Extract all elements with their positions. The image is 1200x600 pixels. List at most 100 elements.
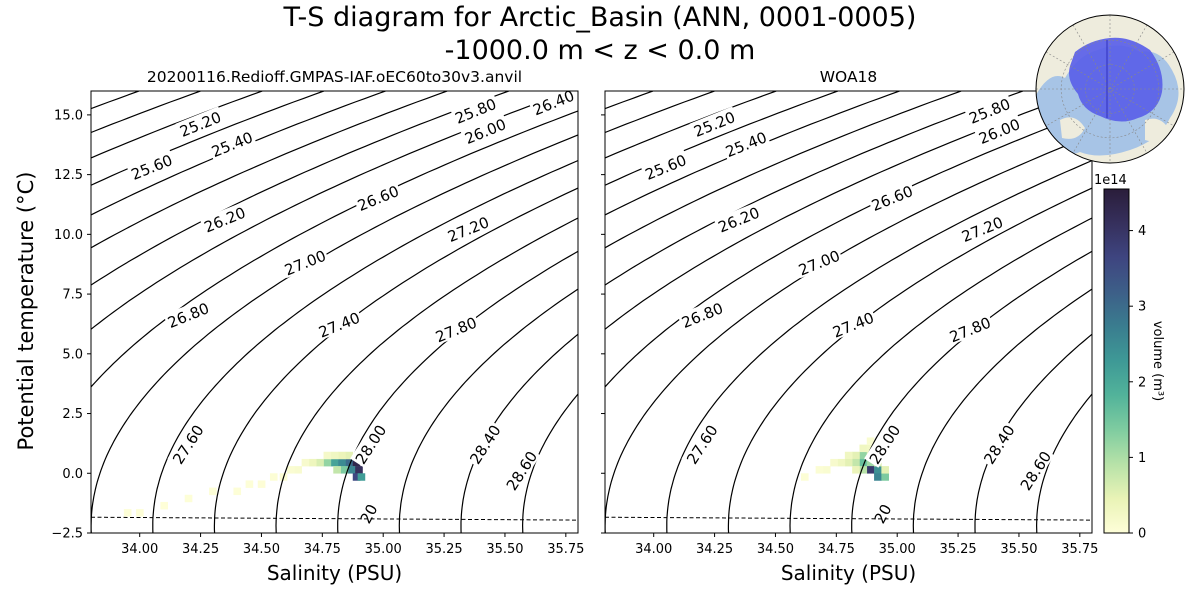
colorbar: 0 1 2 3 4 1e14 volume (m³) — [1094, 173, 1165, 542]
contour-label: 28.40 — [464, 419, 505, 468]
contour-label: 25.20 — [175, 106, 225, 141]
histogram-cell — [859, 466, 868, 474]
density-contour-27.80 — [789, 217, 1092, 533]
contour-label-bg — [713, 202, 763, 236]
density-contour-28.20 — [398, 288, 578, 533]
histogram-cell — [852, 451, 860, 460]
figure-subtitle: -1000.0 m < z < 0.0 m — [445, 35, 756, 66]
contour-label-bg — [640, 149, 690, 183]
ts-panel-right: 2025.2025.4025.6025.8026.0026.2026.6026.… — [601, 68, 1098, 585]
contour-label-bg — [175, 106, 225, 140]
contour-label: 27.40 — [828, 307, 878, 342]
contour-label-bg — [681, 419, 721, 468]
density-contour-27.00 — [605, 110, 1092, 388]
x-tick-label: 35.00 — [879, 542, 916, 557]
histogram-cell — [837, 458, 846, 467]
histogram-cell — [352, 473, 361, 481]
contour-label-text: 27.20 — [959, 213, 1006, 246]
contour-label-bg — [207, 126, 257, 160]
contour-label-bg — [126, 149, 176, 183]
contour-label-bg — [689, 106, 739, 140]
map-body — [1036, 15, 1184, 163]
panel-title: WOA18 — [820, 68, 878, 86]
contour-label-text: 25.20 — [177, 108, 224, 141]
histogram-cell — [340, 466, 349, 474]
y-tick-label: 12.5 — [54, 168, 83, 183]
histogram-cell — [881, 473, 889, 481]
histogram-cell — [822, 466, 831, 474]
x-axis-label: Salinity (PSU) — [781, 561, 916, 585]
siberia-land — [1145, 118, 1168, 142]
contour-label-bg — [314, 307, 364, 341]
contour-label-text: 27.80 — [433, 314, 480, 347]
contour-label-bg — [501, 446, 541, 494]
plot-frame — [90, 90, 579, 534]
histogram-cell — [269, 473, 278, 481]
histogram-cell — [357, 473, 366, 481]
contour-label-text: 27.00 — [282, 247, 329, 280]
histogram-cell — [160, 501, 169, 510]
density-contour-27.40 — [152, 159, 578, 533]
y-tick-label: 7.5 — [62, 288, 83, 303]
contour-label: 25.60 — [640, 149, 690, 184]
contour-label-bg — [864, 419, 904, 468]
density-contour-26.80 — [605, 91, 1085, 331]
histogram-cell — [184, 494, 193, 503]
map-graticule-meridian — [1072, 24, 1148, 154]
contour-label-text: 27.40 — [830, 309, 877, 342]
contour-label: 28.40 — [978, 419, 1019, 468]
histogram-cell — [852, 466, 860, 474]
density-contour-27.60 — [213, 187, 578, 533]
contour-label-text: 27.60 — [683, 422, 721, 468]
histogram-cell — [323, 451, 332, 460]
contour-label-bg — [464, 419, 504, 468]
density-contour-27.60 — [727, 187, 1092, 533]
contour-label-bg — [460, 113, 510, 147]
histogram-cell — [330, 451, 339, 460]
contour-label-text: 28.00 — [352, 422, 390, 468]
contour-label-text: 27.80 — [947, 314, 994, 347]
histogram-cell — [844, 458, 853, 467]
histogram-cell — [257, 480, 266, 488]
histogram-cell — [866, 437, 875, 445]
histogram-cell — [316, 458, 324, 467]
y-tick-label: 2.5 — [62, 407, 83, 422]
histogram-cell — [123, 509, 132, 517]
histogram-cell — [844, 451, 853, 460]
y-axis-label: Potential temperature (°C) — [14, 172, 38, 451]
contour-label-bg — [957, 211, 1007, 245]
density-contour-28.00 — [337, 250, 578, 533]
colorbar-label: volume (m³) — [1150, 321, 1165, 401]
panel-title: 20200116.Redioff.GMPAS-IAF.oEC60to30v3.a… — [147, 68, 522, 86]
histogram-cell — [345, 451, 354, 460]
contour-label: 26.20 — [713, 202, 763, 236]
histogram-cell — [330, 458, 339, 467]
contour-label: 28.60 — [1015, 446, 1055, 494]
contour-label: 27.20 — [957, 211, 1007, 246]
contour-label-text: 28.60 — [503, 448, 541, 494]
density-contour-27.40 — [666, 159, 1092, 533]
contour-label: 27.80 — [945, 312, 995, 347]
contour-label-bg — [443, 211, 493, 245]
y-tick-label: 5.0 — [62, 347, 83, 362]
y-tick-label: −2.5 — [51, 527, 83, 542]
contour-label-bg — [163, 297, 213, 331]
x-tick-label: 35.00 — [365, 542, 402, 557]
colorbar-bar — [1103, 188, 1130, 534]
x-tick-label: 34.00 — [121, 542, 158, 557]
colorbar-tick-label: 0 — [1138, 527, 1146, 542]
contour-label: 25.60 — [126, 149, 176, 184]
contour-label: 27.00 — [280, 245, 330, 280]
greenland-land — [1060, 117, 1085, 139]
contour-label-bg — [867, 180, 917, 214]
x-tick-label: 35.25 — [425, 542, 462, 557]
contour-label-bg — [828, 307, 878, 341]
histogram-cell — [874, 466, 882, 474]
density-contour-27.00 — [91, 110, 578, 388]
x-tick-label: 35.50 — [486, 542, 523, 557]
histogram-cell — [136, 509, 144, 517]
map-graticule-meridian — [1045, 51, 1175, 127]
contour-label-text: 26.60 — [869, 182, 916, 215]
contour-label-text: 27.60 — [169, 422, 207, 468]
